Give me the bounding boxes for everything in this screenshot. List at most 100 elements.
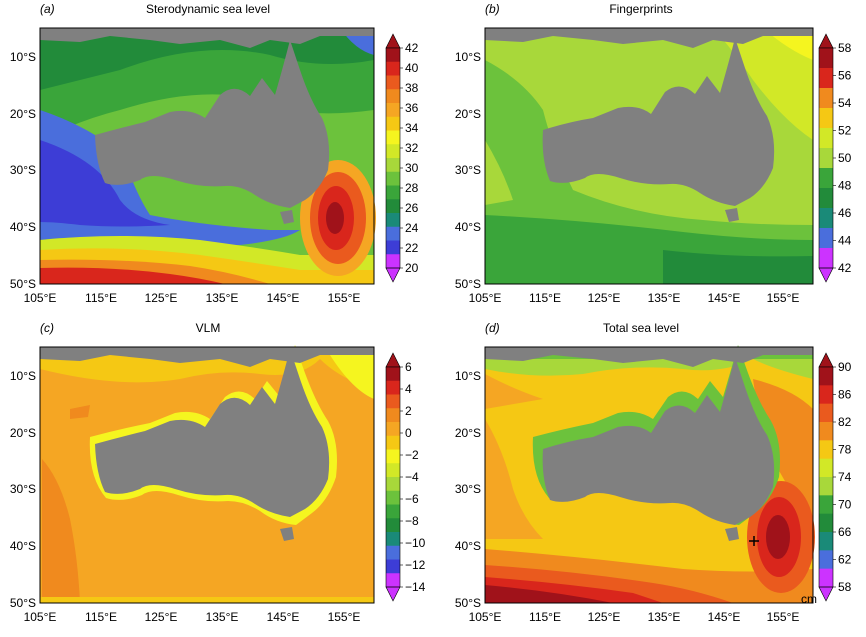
lon-tick-label: 135°E <box>648 610 681 624</box>
colorbar-tick-label: 28 <box>405 181 419 195</box>
lon-axis: 105°E 115°E 125°E 135°E 145°E 155°E <box>469 291 800 305</box>
lat-tick-label: 30°S <box>10 482 36 496</box>
colorbar-swatch <box>386 185 400 200</box>
australia-landmass <box>542 357 775 525</box>
panel-d: (d) Total sea level <box>433 319 866 637</box>
field-band <box>42 459 80 603</box>
colorbar-swatch <box>386 504 400 519</box>
crosshair-marker <box>749 536 759 546</box>
lon-axis: 105°E 115°E 125°E 135°E 145°E 155°E <box>469 610 800 624</box>
colorbar-swatch <box>819 128 833 149</box>
lon-tick-label: 135°E <box>206 291 239 305</box>
colorbar-swatch <box>386 367 400 382</box>
colorbar-swatch <box>819 403 833 423</box>
northern-islands <box>485 28 813 48</box>
lat-tick-label: 40°S <box>10 539 36 553</box>
lat-axis: 10°S 20°S 30°S 40°S 50°S <box>10 50 36 291</box>
colorbar-swatch <box>386 435 400 450</box>
australia-landmass <box>542 38 775 206</box>
lat-tick-label: 10°S <box>10 369 36 383</box>
lat-axis: 10°S 20°S 30°S 40°S 50°S <box>455 369 481 610</box>
tasmania-landmass <box>280 527 294 541</box>
colorbar: 58 56 54 52 50 48 46 44 42 <box>818 33 852 283</box>
colorbar-tick-label: −8 <box>405 514 419 528</box>
colorbar-swatch <box>386 573 400 588</box>
lon-tick-label: 125°E <box>588 291 621 305</box>
colorbar-swatch <box>386 532 400 547</box>
lon-tick-label: 115°E <box>85 610 117 624</box>
lon-axis: 105°E 115°E 125°E 135°E 145°E 155°E <box>24 291 361 305</box>
lon-tick-label: 145°E <box>708 291 741 305</box>
colorbar-swatch <box>819 532 833 551</box>
colorbar-swatch <box>386 240 400 255</box>
lon-axis: 105°E 115°E 125°E 135°E 145°E 155°E <box>24 610 361 624</box>
colorbar-top-arrow <box>385 33 401 49</box>
lat-tick-label: 30°S <box>455 163 481 177</box>
australia-landmass <box>95 349 330 517</box>
colorbar-swatch <box>819 108 833 129</box>
panel-a-figure: (a) Sterodynamic sea level <box>10 2 419 305</box>
lat-tick-label: 50°S <box>10 277 36 291</box>
lon-tick-label: 145°E <box>267 291 300 305</box>
colorbar-tick-label: 42 <box>405 41 419 55</box>
lat-tick-label: 20°S <box>455 107 481 121</box>
lat-axis: 10°S 20°S 30°S 40°S 50°S <box>455 50 481 291</box>
colorbar-swatch <box>386 89 400 104</box>
lat-tick-label: 50°S <box>455 277 481 291</box>
colorbar-tick-label: 20 <box>405 261 419 275</box>
colorbar-swatch <box>386 199 400 214</box>
colorbar-tick-label: −10 <box>405 536 426 550</box>
lat-axis: 10°S 20°S 30°S 40°S 50°S <box>10 369 36 610</box>
panel-b: (b) Fingerprints 10°S 20°S 30°S 40°S 50°… <box>433 0 866 318</box>
colorbar-bottom-arrow <box>818 586 834 602</box>
colorbar-tick-label: −12 <box>405 558 426 572</box>
field-band <box>485 585 613 603</box>
colorbar-tick-label: 78 <box>838 443 852 457</box>
lat-tick-label: 10°S <box>455 369 481 383</box>
colorbar-swatch <box>386 477 400 492</box>
colorbar-tick-label: 4 <box>405 382 412 396</box>
field-band <box>40 597 374 603</box>
map-frame <box>39 346 375 604</box>
colorbar-tick-label: 6 <box>405 360 412 374</box>
panel-letter: (b) <box>485 2 500 16</box>
colorbar-swatch <box>819 248 833 269</box>
lat-tick-label: 10°S <box>10 50 36 64</box>
colorbar-tick-label: 56 <box>838 69 852 83</box>
colorbar-top-arrow <box>385 352 401 368</box>
colorbar-tick-label: 46 <box>838 206 852 220</box>
colorbar-swatch <box>386 103 400 118</box>
lat-tick-label: 20°S <box>10 107 36 121</box>
colorbar-tick-label: −2 <box>405 448 419 462</box>
colorbar-swatch <box>386 490 400 505</box>
lon-tick-label: 155°E <box>328 291 361 305</box>
panel-c-figure: (c) VLM 10°S 20°S 30°S 40°S 50°S 105°E 1… <box>10 321 426 624</box>
colorbar-swatch <box>386 408 400 423</box>
field-eddy <box>326 202 344 234</box>
colorbar-tick-label: 38 <box>405 81 419 95</box>
colorbar-swatch <box>386 213 400 228</box>
colorbar-swatch <box>819 458 833 478</box>
field-band <box>485 140 513 205</box>
lon-tick-label: 135°E <box>648 291 681 305</box>
lat-tick-label: 40°S <box>10 220 36 234</box>
colorbar-swatch <box>386 449 400 464</box>
map-area <box>484 27 814 285</box>
colorbar-bottom-arrow <box>818 267 834 283</box>
colorbar-bottom-arrow <box>385 267 401 283</box>
northern-islands <box>40 28 374 48</box>
field-band <box>40 267 225 284</box>
colorbar-tick-label: 50 <box>838 151 852 165</box>
map-frame <box>39 27 375 285</box>
colorbar-tick-label: 66 <box>838 525 852 539</box>
colorbar-unit-label: cm <box>801 592 817 606</box>
lat-tick-label: 40°S <box>455 220 481 234</box>
colorbar-swatch <box>386 144 400 159</box>
lon-tick-label: 145°E <box>708 610 741 624</box>
field-band <box>753 379 813 519</box>
lon-tick-label: 115°E <box>529 610 561 624</box>
colorbar-tick-label: 40 <box>405 61 419 75</box>
panel-letter: (d) <box>485 321 500 335</box>
field-band <box>70 405 90 419</box>
colorbar: 6 4 2 0 −2 −4 −6 −8 −10 −12 −14 <box>385 352 426 602</box>
